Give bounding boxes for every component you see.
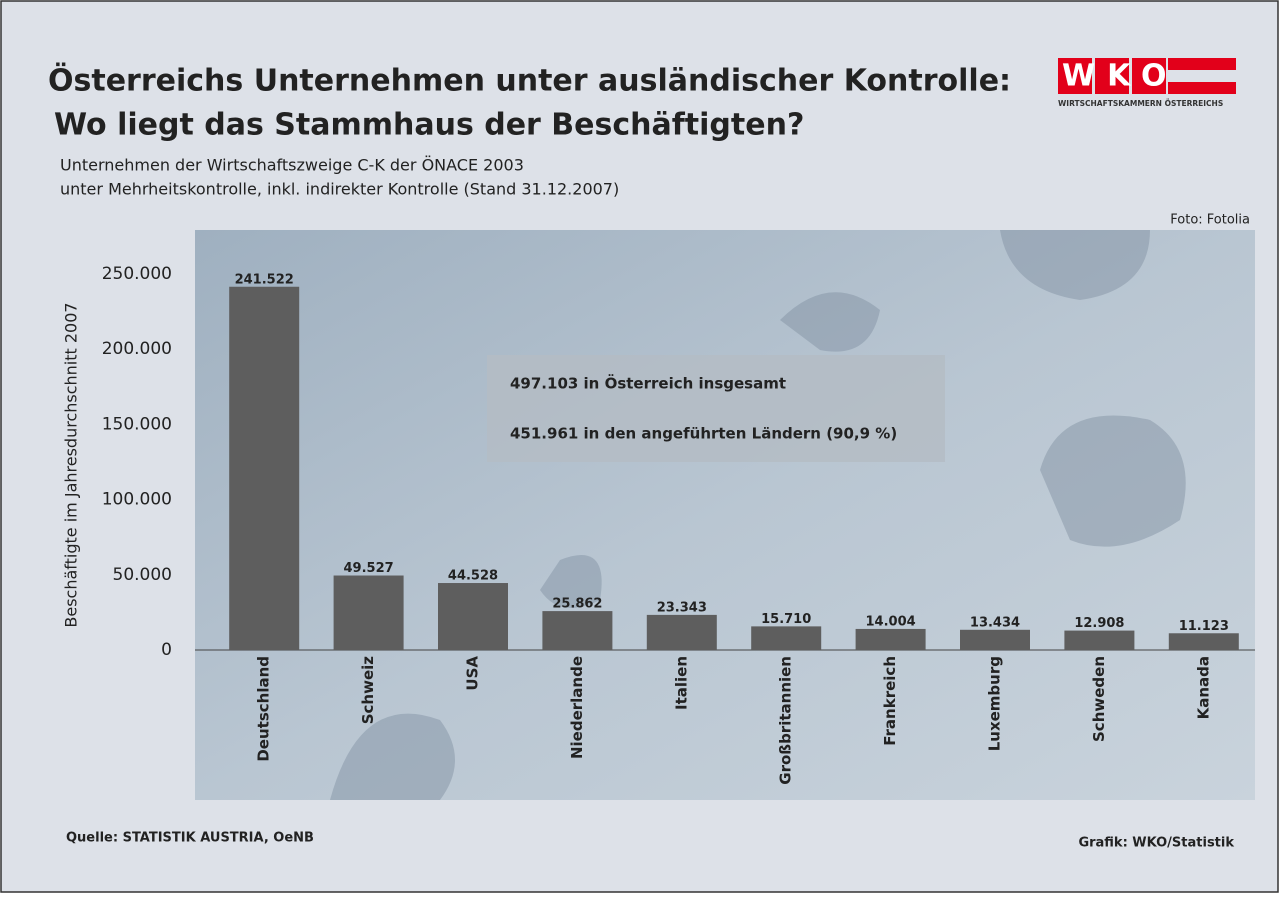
y-tick-label: 0 bbox=[161, 640, 172, 660]
value-label: 23.343 bbox=[657, 600, 707, 615]
y-tick-label: 200.000 bbox=[102, 339, 172, 359]
source: Quelle: STATISTIK AUSTRIA, OeNB bbox=[66, 831, 314, 846]
value-label: 13.434 bbox=[970, 615, 1020, 630]
bar bbox=[647, 615, 717, 650]
value-label: 12.908 bbox=[1074, 616, 1124, 631]
photo-credit: Foto: Fotolia bbox=[1170, 213, 1250, 228]
bar bbox=[438, 583, 508, 650]
value-label: 25.862 bbox=[552, 597, 602, 612]
y-tick-label: 250.000 bbox=[102, 264, 172, 284]
x-tick-label: USA bbox=[464, 656, 482, 691]
y-tick-label: 100.000 bbox=[102, 490, 172, 510]
annotation: 497.103 in Österreich insgesamt bbox=[510, 374, 786, 393]
value-label: 44.528 bbox=[448, 569, 498, 584]
logo: WKO WIRTSCHAFTSKAMMERN ÖSTERREICHS bbox=[1058, 58, 1236, 108]
bar bbox=[542, 611, 612, 650]
x-tick-label: Frankreich bbox=[881, 656, 899, 746]
annotation: 451.961 in den angeführten Ländern (90,9… bbox=[510, 425, 897, 443]
logo-caption: WIRTSCHAFTSKAMMERN ÖSTERREICHS bbox=[1058, 99, 1223, 108]
bar bbox=[229, 287, 299, 650]
annotation-box bbox=[487, 355, 945, 462]
x-tick-label: Niederlande bbox=[568, 656, 586, 759]
bar bbox=[334, 576, 404, 650]
value-label: 241.522 bbox=[235, 272, 294, 287]
credit: Grafik: WKO/Statistik bbox=[1078, 836, 1234, 851]
y-tick-label: 50.000 bbox=[113, 565, 172, 585]
x-tick-label: Luxemburg bbox=[986, 656, 1004, 751]
bar bbox=[1169, 633, 1239, 650]
x-tick-label: Deutschland bbox=[255, 656, 273, 762]
title: Österreichs Unternehmen unter ausländisc… bbox=[48, 62, 1011, 99]
value-label: 14.004 bbox=[866, 614, 916, 629]
bar bbox=[751, 626, 821, 650]
subtitle: Unternehmen der Wirtschaftszweige C-K de… bbox=[60, 156, 524, 175]
x-tick-label: Schweden bbox=[1090, 656, 1108, 742]
value-label: 11.123 bbox=[1179, 619, 1229, 634]
y-axis-label: Beschäftigte im Jahresdurchschnitt 2007 bbox=[62, 302, 81, 627]
y-tick-label: 150.000 bbox=[102, 414, 172, 434]
x-tick-label: Großbritannien bbox=[777, 656, 795, 785]
logo-text: WKO bbox=[1062, 59, 1179, 94]
x-tick-label: Italien bbox=[672, 656, 690, 710]
x-tick-label: Kanada bbox=[1194, 656, 1212, 719]
x-tick-label: Schweiz bbox=[359, 656, 377, 725]
bar bbox=[960, 630, 1030, 650]
value-label: 15.710 bbox=[761, 612, 811, 627]
bar bbox=[856, 629, 926, 650]
chart: Österreichs Unternehmen unter ausländisc… bbox=[0, 0, 1279, 893]
value-label: 49.527 bbox=[344, 561, 394, 576]
title: Wo liegt das Stammhaus der Beschäftigten… bbox=[54, 108, 804, 143]
bar bbox=[1064, 631, 1134, 650]
subtitle: unter Mehrheitskontrolle, inkl. indirekt… bbox=[60, 180, 619, 199]
